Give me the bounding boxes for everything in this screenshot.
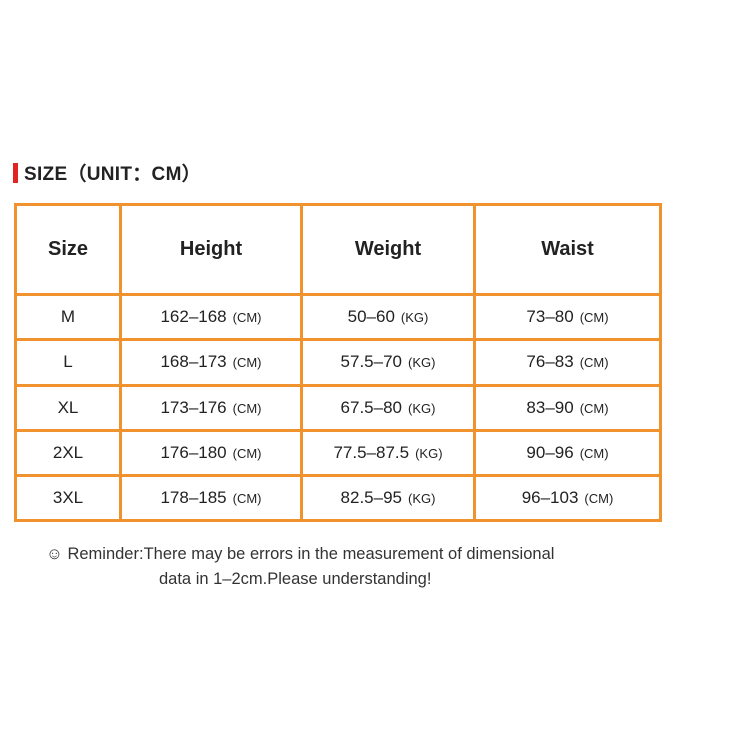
header-size: Size (14, 202, 122, 297)
table-row: 3XL 178–185 (CM) 82.5–95 (KG) 96–103 (CM) (14, 473, 662, 523)
size-table: Size Height Weight Waist M 162–168 (CM) 5… (14, 202, 662, 523)
waist-value: 76–83 (526, 352, 574, 372)
title-accent-bar (13, 162, 18, 183)
header-weight: Weight (300, 202, 476, 297)
smiley-icon: ☺ (46, 545, 63, 563)
weight-value: 82.5–95 (340, 487, 402, 507)
table-row: L 168–173 (CM) 57.5–70 (KG) 76–83 (CM) (14, 338, 662, 387)
height-value: 173–176 (160, 397, 227, 417)
weight-unit: (KG) (400, 310, 429, 326)
size-cell: L (14, 338, 122, 387)
height-cell: 162–168 (CM) (119, 293, 303, 342)
note-line-1: Reminder:There may be errors in the meas… (67, 545, 555, 563)
weight-unit: (KG) (408, 400, 436, 416)
weight-unit: (KG) (408, 490, 436, 506)
waist-unit: (CM) (579, 310, 609, 326)
height-cell: 173–176 (CM) (119, 383, 303, 432)
height-unit: (CM) (232, 400, 262, 416)
size-cell: M (14, 293, 122, 342)
section-title: SIZE（UNIT：CM） (13, 159, 201, 186)
waist-cell: 83–90 (CM) (473, 383, 662, 432)
header-waist: Waist (473, 202, 662, 297)
waist-cell: 96–103 (CM) (473, 473, 662, 523)
waist-value: 96–103 (521, 487, 579, 507)
table-row: XL 173–176 (CM) 67.5–80 (KG) 83–90 (CM) (14, 383, 662, 432)
waist-value: 90–96 (526, 442, 574, 462)
height-value: 168–173 (160, 352, 227, 372)
height-cell: 178–185 (CM) (119, 473, 303, 523)
waist-value: 73–80 (526, 307, 574, 327)
waist-cell: 73–80 (CM) (473, 293, 662, 342)
reminder-note: ☺ Reminder:There may be errors in the me… (46, 542, 554, 592)
title-text: SIZE（UNIT：CM） (24, 164, 202, 185)
table-row: M 162–168 (CM) 50–60 (KG) 73–80 (CM) (14, 293, 662, 342)
waist-cell: 90–96 (CM) (473, 428, 662, 477)
height-unit: (CM) (232, 445, 262, 461)
weight-cell: 82.5–95 (KG) (300, 473, 476, 523)
weight-value: 57.5–70 (340, 352, 402, 372)
weight-value: 50–60 (347, 307, 395, 327)
height-value: 178–185 (160, 487, 227, 507)
waist-unit: (CM) (584, 490, 614, 506)
height-value: 176–180 (160, 442, 227, 462)
table-row: 2XL 176–180 (CM) 77.5–87.5 (KG) 90–96 (CM) (14, 428, 662, 477)
waist-cell: 76–83 (CM) (473, 338, 662, 387)
weight-unit: (KG) (415, 445, 443, 461)
size-cell: XL (14, 383, 122, 432)
weight-unit: (KG) (408, 355, 436, 371)
size-cell: 3XL (14, 473, 122, 523)
height-cell: 176–180 (CM) (119, 428, 303, 477)
weight-value: 67.5–80 (340, 397, 402, 417)
waist-unit: (CM) (579, 445, 609, 461)
header-height: Height (119, 202, 303, 297)
note-line-2: data in 1–2cm.Please understanding! (159, 570, 432, 588)
weight-cell: 50–60 (KG) (300, 293, 476, 342)
weight-cell: 77.5–87.5 (KG) (300, 428, 476, 477)
height-cell: 168–173 (CM) (119, 338, 303, 387)
waist-unit: (CM) (579, 400, 609, 416)
weight-value: 77.5–87.5 (333, 442, 410, 462)
waist-unit: (CM) (579, 355, 609, 371)
waist-value: 83–90 (526, 397, 574, 417)
height-unit: (CM) (232, 310, 262, 326)
table-header-row: Size Height Weight Waist (14, 202, 662, 297)
height-unit: (CM) (232, 355, 262, 371)
height-unit: (CM) (232, 490, 262, 506)
weight-cell: 57.5–70 (KG) (300, 338, 476, 387)
size-cell: 2XL (14, 428, 122, 477)
height-value: 162–168 (160, 307, 227, 327)
weight-cell: 67.5–80 (KG) (300, 383, 476, 432)
